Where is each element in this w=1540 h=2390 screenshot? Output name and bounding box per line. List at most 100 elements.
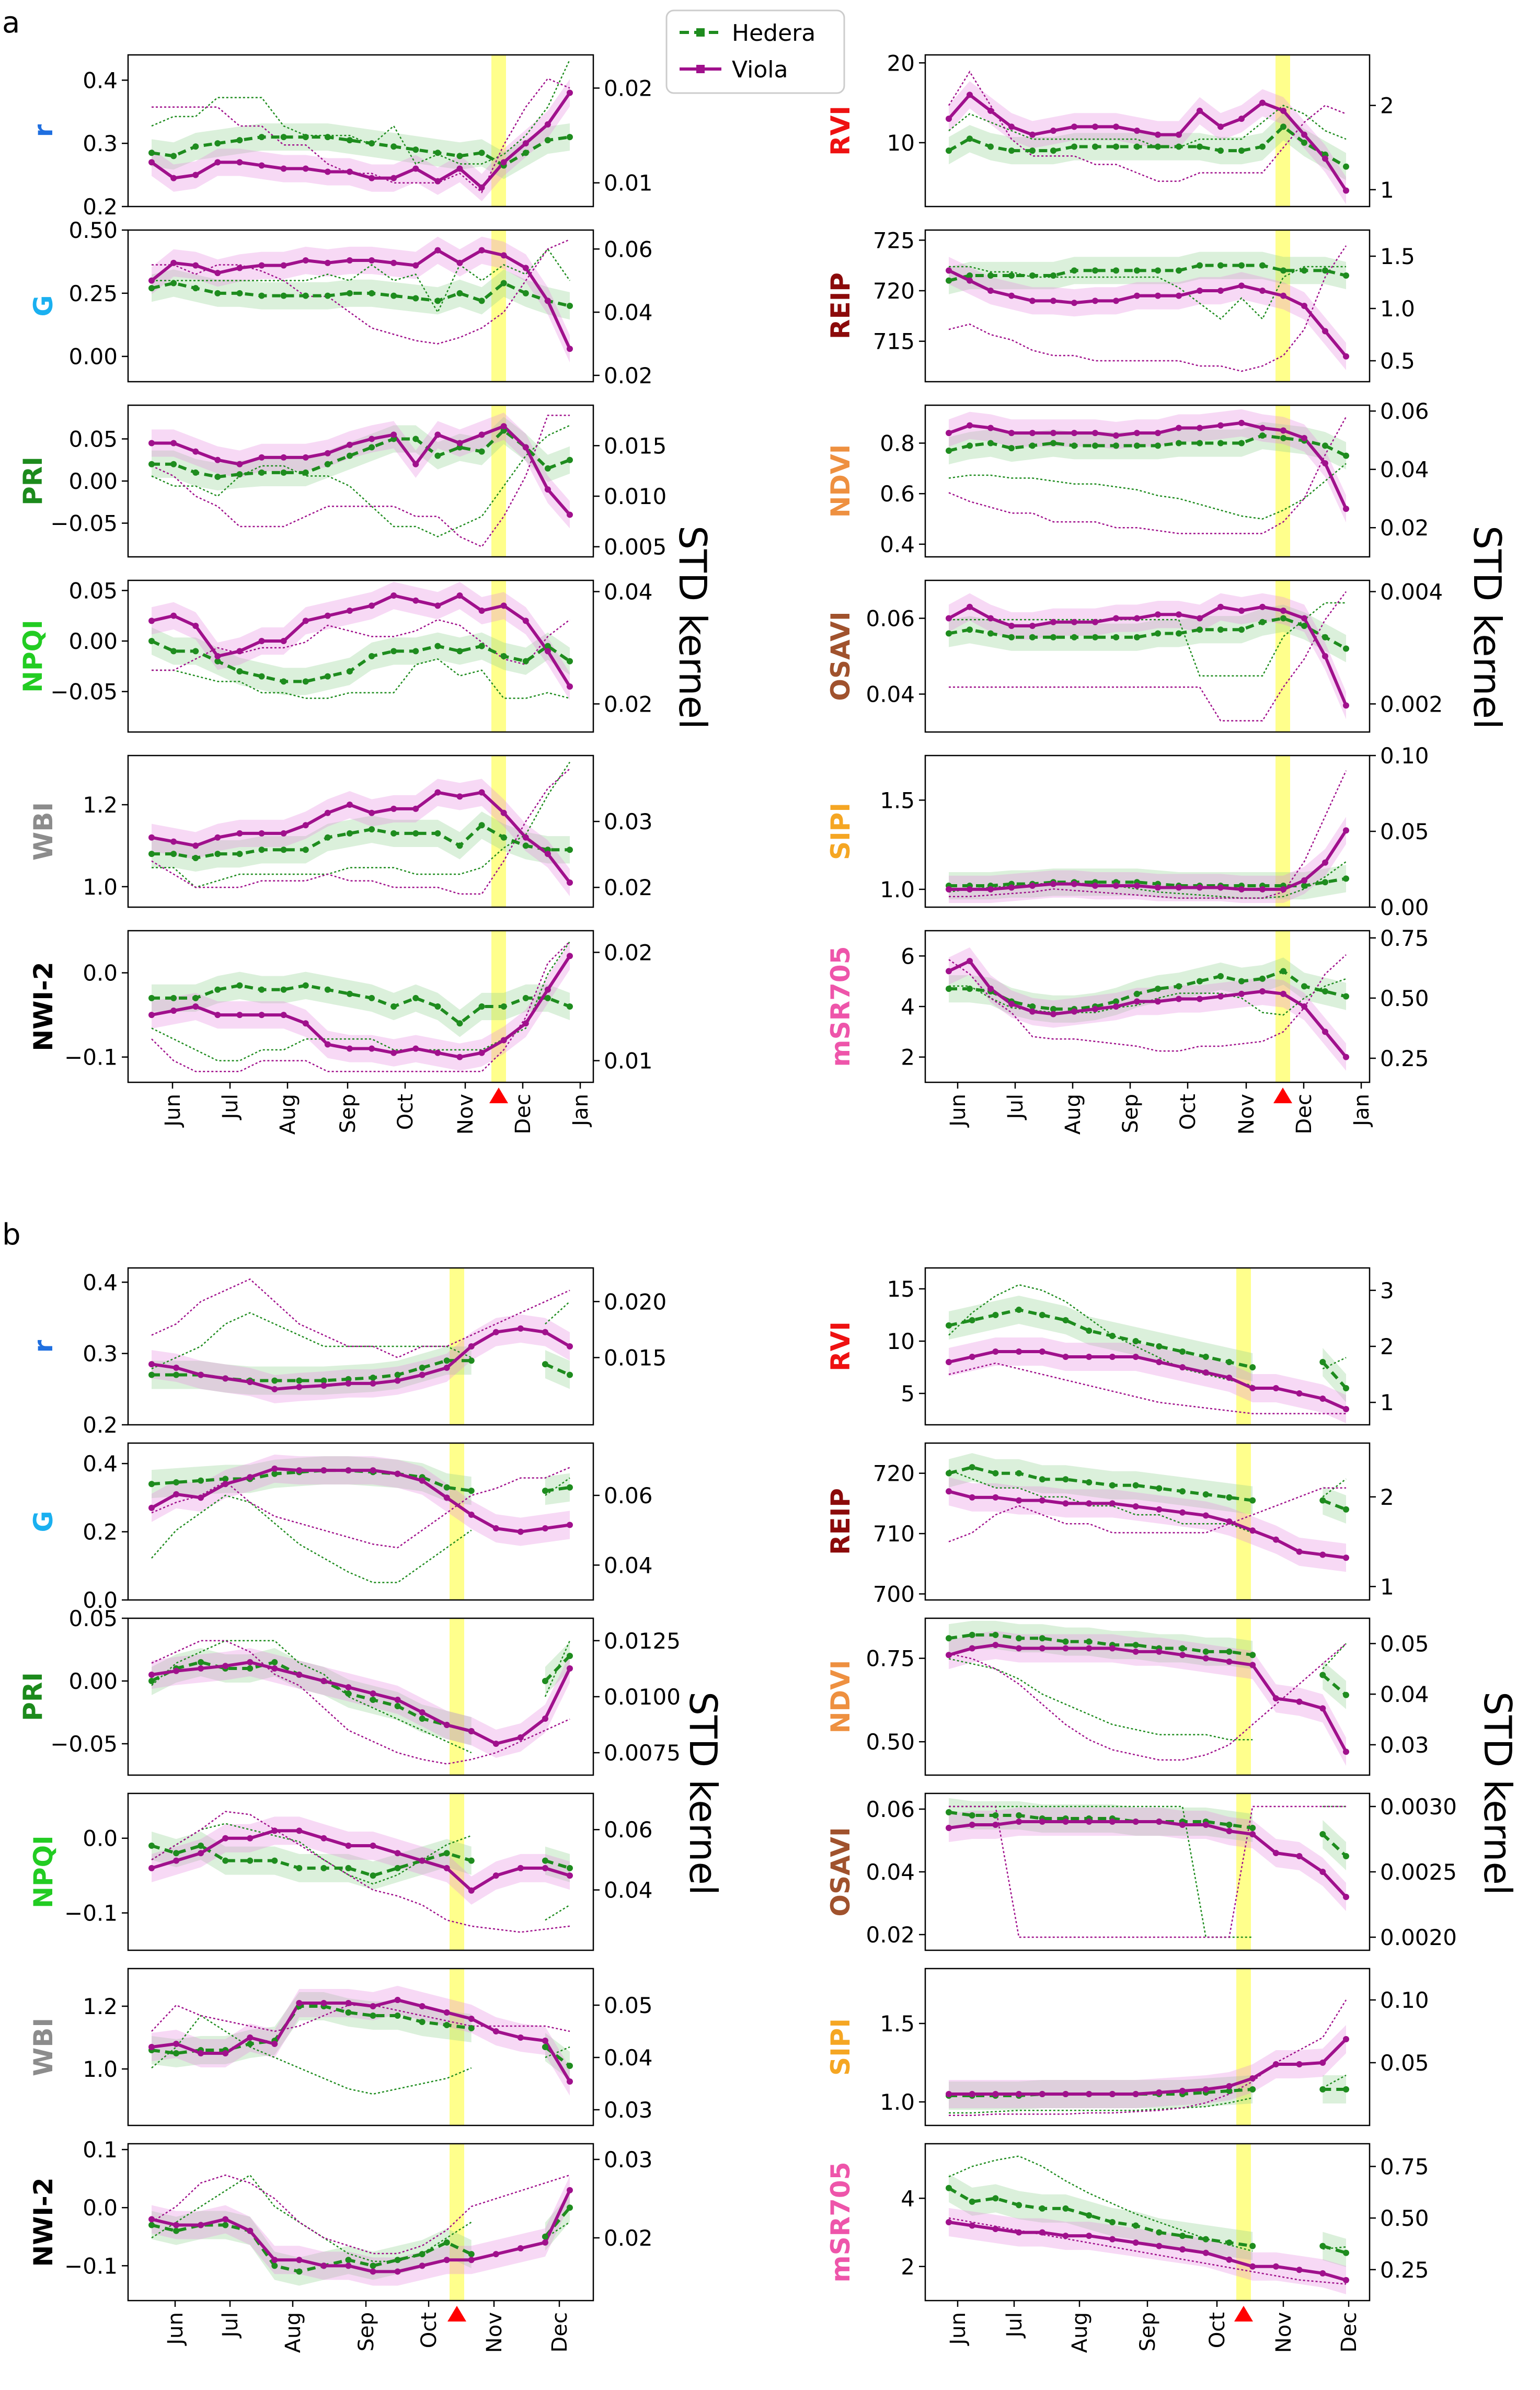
std-tick-label: 1.5 bbox=[1380, 244, 1415, 269]
viola-point bbox=[370, 2268, 376, 2275]
hedera-point bbox=[280, 847, 287, 853]
viola-point bbox=[1071, 1008, 1077, 1015]
hedera-point bbox=[522, 150, 529, 156]
month-tick-label: Jul bbox=[1003, 2312, 1027, 2339]
hedera-point bbox=[1322, 634, 1328, 641]
viola-point bbox=[1176, 131, 1182, 138]
viola-point bbox=[1238, 116, 1245, 122]
viola-point bbox=[567, 1872, 573, 1879]
viola-std-line bbox=[948, 2217, 1347, 2285]
viola-point bbox=[302, 822, 309, 829]
hedera-point bbox=[468, 1357, 475, 1364]
viola-point bbox=[443, 1494, 450, 1501]
viola-point bbox=[1226, 1518, 1233, 1525]
hedera-std-line bbox=[948, 1658, 1253, 1741]
hedera-point bbox=[1086, 1638, 1093, 1645]
hedera-std-line bbox=[152, 248, 571, 314]
month-tick-label: Nov bbox=[482, 2312, 507, 2353]
hedera-point bbox=[1280, 615, 1286, 622]
viola-point bbox=[1156, 1359, 1163, 1365]
std-tick-label: 0.50 bbox=[1380, 986, 1429, 1011]
hedera-band bbox=[949, 1620, 1253, 1669]
viola-line bbox=[949, 829, 1348, 891]
event-highlight-band bbox=[1275, 756, 1290, 907]
viola-point bbox=[1062, 1645, 1069, 1652]
viola-point bbox=[370, 1843, 376, 1849]
hedera-point bbox=[1249, 1825, 1256, 1831]
viola-point bbox=[271, 1827, 278, 1834]
viola-line bbox=[948, 269, 1348, 358]
viola-std-line bbox=[948, 70, 1347, 182]
viola-point bbox=[1029, 883, 1036, 889]
viola-point bbox=[1301, 434, 1307, 441]
hedera-point bbox=[192, 854, 199, 861]
viola-point bbox=[1109, 1500, 1116, 1507]
viola-point bbox=[987, 288, 994, 294]
viola-point bbox=[434, 247, 441, 254]
viola-point bbox=[517, 1528, 524, 1535]
hedera-point bbox=[173, 2050, 180, 2056]
hedera-point bbox=[236, 668, 243, 674]
viola-point bbox=[1202, 2249, 1209, 2256]
hedera-point bbox=[346, 290, 353, 296]
viola-point bbox=[148, 159, 155, 166]
hedera-point bbox=[1179, 1348, 1186, 1355]
viola-point bbox=[1050, 298, 1056, 304]
viola-point bbox=[247, 1379, 254, 1386]
viola-point bbox=[1176, 611, 1182, 618]
viola-point bbox=[567, 511, 573, 518]
hedera-point bbox=[434, 298, 441, 304]
hedera-line bbox=[948, 1633, 1253, 1657]
viola-point bbox=[946, 116, 952, 122]
viola-point bbox=[468, 1887, 475, 1894]
viola-point bbox=[296, 2000, 303, 2006]
std-tick-label: 2 bbox=[1380, 93, 1394, 119]
hedera-point bbox=[1062, 2205, 1069, 2212]
viola-point bbox=[236, 159, 243, 166]
index-label: mSR705 bbox=[825, 2162, 856, 2283]
axes-frame bbox=[924, 1617, 1371, 1776]
hedera-point bbox=[1319, 1359, 1326, 1365]
viola-std-line bbox=[948, 1643, 1347, 1761]
viola-point bbox=[1029, 430, 1036, 437]
hedera-point bbox=[1301, 623, 1307, 629]
viola-point bbox=[1086, 1354, 1093, 1360]
month-tick-label: Dec bbox=[1292, 1094, 1316, 1134]
std-tick-label: 0.03 bbox=[604, 809, 653, 834]
hedera-point bbox=[1086, 1479, 1093, 1485]
hedera-point bbox=[478, 822, 485, 829]
hedera-point bbox=[1301, 983, 1307, 990]
hedera-point bbox=[1238, 978, 1245, 985]
viola-point bbox=[1050, 880, 1056, 887]
y-tick-label: 0.06 bbox=[866, 606, 915, 632]
viola-point bbox=[296, 1467, 303, 1474]
hedera-point bbox=[192, 648, 199, 655]
viola-point bbox=[1086, 1645, 1093, 1652]
viola-point bbox=[192, 262, 199, 269]
subplot-a_left-NPQI: −0.05 0.00 0.05 0.02 0.04 NPQI bbox=[18, 578, 653, 733]
viola-point bbox=[369, 257, 375, 264]
hedera-point bbox=[1259, 975, 1266, 982]
hedera-band bbox=[1323, 2232, 1346, 2267]
hedera-point bbox=[394, 1865, 401, 1871]
hedera-point bbox=[324, 986, 331, 993]
viola-point bbox=[1259, 886, 1266, 893]
viola-point bbox=[369, 809, 375, 816]
hedera-line bbox=[152, 428, 571, 478]
viola-point bbox=[247, 1835, 254, 1842]
viola-point bbox=[1226, 1375, 1233, 1381]
hedera-point bbox=[148, 1481, 155, 1488]
viola-point bbox=[236, 830, 243, 837]
subplot-a_right-SIPI: 1.0 1.5 0.00 0.05 0.10 SIPI bbox=[825, 743, 1429, 920]
viola-line bbox=[948, 1350, 1347, 1411]
hedera-point bbox=[302, 134, 309, 141]
std-tick-label: 0.06 bbox=[1380, 398, 1429, 424]
viola-point bbox=[567, 1343, 573, 1350]
viola-line bbox=[151, 1660, 571, 1746]
viola-point bbox=[412, 1045, 419, 1052]
viola-point bbox=[324, 259, 331, 266]
hedera-line bbox=[948, 2187, 1253, 2248]
hedera-band bbox=[949, 1296, 1253, 1381]
viola-point bbox=[492, 1872, 499, 1879]
y-tick-label: 0.50 bbox=[866, 1729, 915, 1755]
